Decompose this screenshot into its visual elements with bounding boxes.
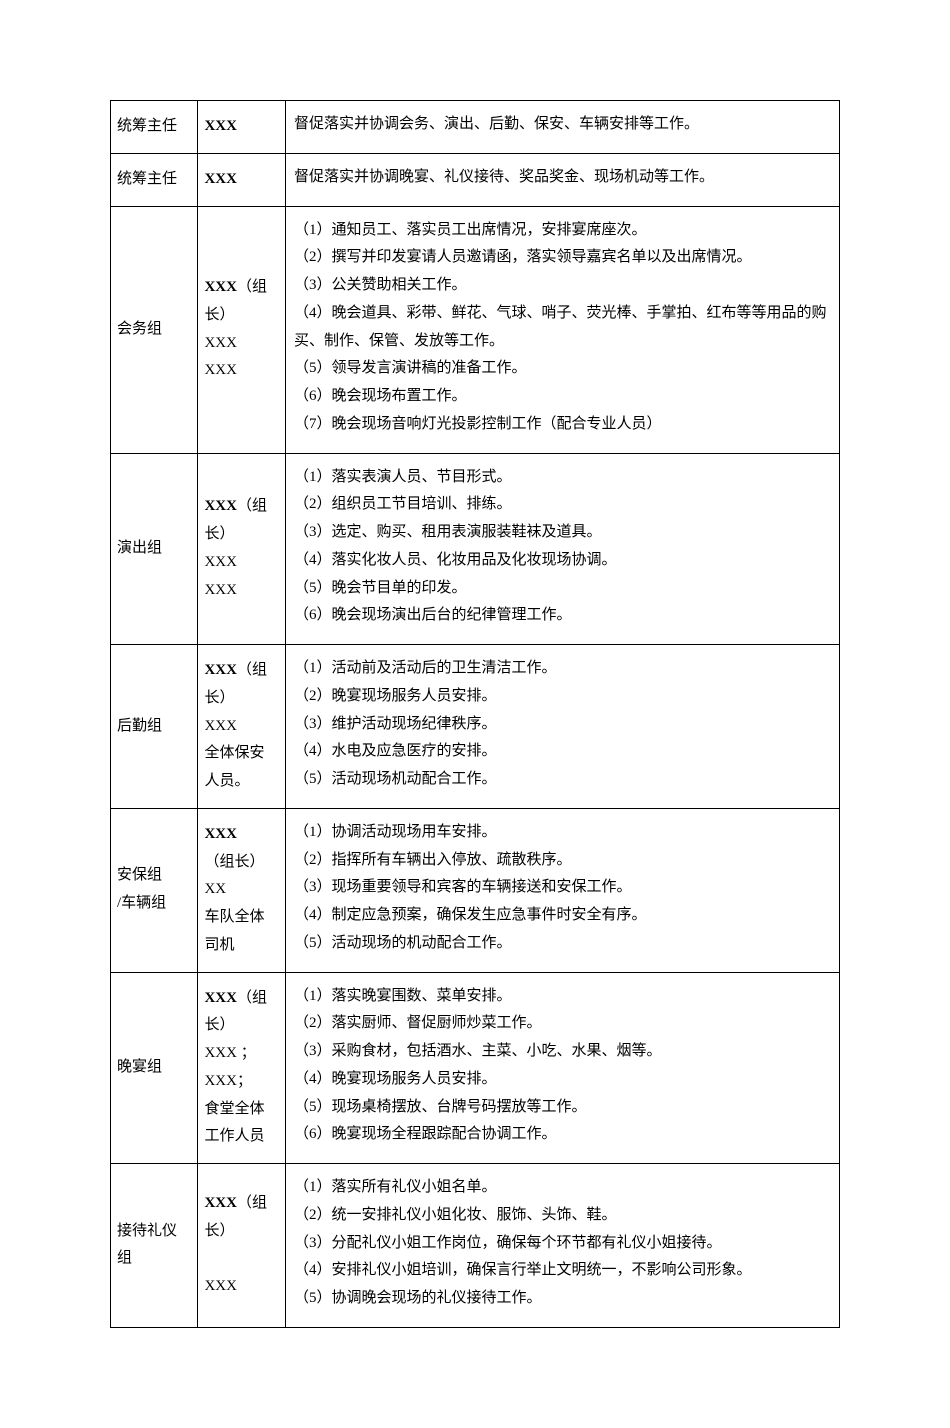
member-lead: XXX [204,662,237,678]
duties-cell: （1）协调活动现场用车安排。（2）指挥所有车辆出入停放、疏散秩序。（3）现场重要… [285,808,839,972]
member-name: XXX； [204,1073,252,1089]
duty-item: （5）领导发言演讲稿的准备工作。 [294,355,831,383]
members-cell: XXX（组长）XXX全体保安人员。 [198,645,285,809]
duty-item: （4）晚会道具、彩带、鲜花、气球、哨子、荧光棒、手掌拍、红布等等用品的购买、制作… [294,300,831,356]
members-cell: XXX（组长）XXX [198,1164,285,1328]
members-cell: XXX（组长）XXXXXX [198,206,285,453]
table-row: 接待礼仪组XXX（组长）XXX（1）落实所有礼仪小姐名单。（2）统一安排礼仪小姐… [111,1164,840,1328]
duty-item: （2）统一安排礼仪小姐化妆、服饰、头饰、鞋。 [294,1202,831,1230]
duty-item: （3）维护活动现场纪律秩序。 [294,711,831,739]
members-cell: XXX（组长）XXX ；XXX；食堂全体工作人员 [198,972,285,1164]
table-row: 演出组XXX（组长）XXXXXX（1）落实表演人员、节目形式。（2）组织员工节目… [111,453,840,645]
member-lead: XXX [204,1195,237,1211]
duty-item: （1）通知员工、落实员工出席情况，安排宴席座次。 [294,217,831,245]
duty-item: （3）公关赞助相关工作。 [294,272,831,300]
table-row: 统筹主任 XXX 督促落实并协调晚宴、礼仪接待、奖品奖金、现场机动等工作。 [111,153,840,206]
table-row: 安保组/车辆组 XXX （组长） XX 车队全体司机 （1）协调活动现场用车安排。（2）指… [111,808,840,972]
group-label: 统筹主任 [117,171,177,187]
group-cell: 接待礼仪组 [111,1164,198,1328]
table-row: 统筹主任 XXX 督促落实并协调会务、演出、后勤、保安、车辆安排等工作。 [111,101,840,154]
member-role: （组长） [204,849,264,877]
duties-cell: 督促落实并协调晚宴、礼仪接待、奖品奖金、现场机动等工作。 [285,153,839,206]
duty-item: （5）现场桌椅摆放、台牌号码摆放等工作。 [294,1094,831,1122]
duty-item: （4）落实化妆人员、化妆用品及化妆现场协调。 [294,547,831,575]
duty-item: （1）活动前及活动后的卫生清洁工作。 [294,655,831,683]
duty-item: （5）协调晚会现场的礼仪接待工作。 [294,1285,831,1313]
table-row: 后勤组XXX（组长）XXX全体保安人员。（1）活动前及活动后的卫生清洁工作。（2… [111,645,840,809]
members-cell: XXX （组长） XX 车队全体司机 [198,808,285,972]
duties-cell: （1）通知员工、落实员工出席情况，安排宴席座次。（2）撰写并印发宴请人员邀请函，… [285,206,839,453]
org-duties-table: 统筹主任XXX督促落实并协调会务、演出、后勤、保安、车辆安排等工作。统筹主任XX… [110,100,840,1328]
table-row: 晚宴组XXX（组长）XXX ；XXX；食堂全体工作人员（1）落实晚宴围数、菜单安… [111,972,840,1164]
members-cell: XXX [198,101,285,154]
duty-item: （1）协调活动现场用车安排。 [294,819,831,847]
table-row: 会务组XXX（组长）XXXXXX（1）通知员工、落实员工出席情况，安排宴席座次。… [111,206,840,453]
group-label: /车辆组 [117,895,166,911]
member-name: XXX [204,582,237,598]
member-name: 食堂全体工作人员 [204,1101,264,1145]
group-label: 演出组 [117,540,162,556]
group-cell: 后勤组 [111,645,198,809]
duty-item: （2）组织员工节目培训、排练。 [294,491,831,519]
group-cell: 演出组 [111,453,198,645]
group-cell: 安保组/车辆组 [111,808,198,972]
member-lead: XXX [204,171,237,187]
member-name: XXX ； [204,1045,255,1061]
group-label: 统筹主任 [117,118,177,134]
group-label: 晚宴组 [117,1059,162,1075]
duties-cell: （1）活动前及活动后的卫生清洁工作。（2）晚宴现场服务人员安排。（3）维护活动现… [285,645,839,809]
duty-item: （2）晚宴现场服务人员安排。 [294,683,831,711]
duty-item: （3）现场重要领导和宾客的车辆接送和安保工作。 [294,874,831,902]
member-name: XXX [204,362,237,378]
group-label: 后勤组 [117,718,162,734]
duty-item: （3）分配礼仪小姐工作岗位，确保每个环节都有礼仪小姐接待。 [294,1230,831,1258]
duty-item: （6）晚会现场布置工作。 [294,383,831,411]
member-name: XXX [204,718,237,734]
duty-item: （6）晚宴现场全程跟踪配合协调工作。 [294,1121,831,1149]
member-lead: XXX [204,118,237,134]
duty-item: （5）活动现场机动配合工作。 [294,766,831,794]
members-cell: XXX（组长）XXXXXX [198,453,285,645]
members-cell: XXX [198,153,285,206]
duties-cell: 督促落实并协调会务、演出、后勤、保安、车辆安排等工作。 [285,101,839,154]
duty-item: （2）撰写并印发宴请人员邀请函，落实领导嘉宾名单以及出席情况。 [294,244,831,272]
duty-item: 督促落实并协调会务、演出、后勤、保安、车辆安排等工作。 [294,111,831,139]
duty-item: （4）水电及应急医疗的安排。 [294,738,831,766]
group-cell: 晚宴组 [111,972,198,1164]
duty-item: 督促落实并协调晚宴、礼仪接待、奖品奖金、现场机动等工作。 [294,164,831,192]
duty-item: （2）指挥所有车辆出入停放、疏散秩序。 [294,847,831,875]
duty-item: （1）落实所有礼仪小姐名单。 [294,1174,831,1202]
group-label: 会务组 [117,321,162,337]
duties-cell: （1）落实表演人员、节目形式。（2）组织员工节目培训、排练。（3）选定、购买、租… [285,453,839,645]
duties-cell: （1）落实所有礼仪小姐名单。（2）统一安排礼仪小姐化妆、服饰、头饰、鞋。（3）分… [285,1164,839,1328]
duty-item: （4）安排礼仪小姐培训，确保言行举止文明统一，不影响公司形象。 [294,1257,831,1285]
group-cell: 会务组 [111,206,198,453]
duty-item: （3）选定、购买、租用表演服装鞋袜及道具。 [294,519,831,547]
member-name: XXX [204,1278,237,1294]
duty-item: （6）晚会现场演出后台的纪律管理工作。 [294,602,831,630]
duty-item: （7）晚会现场音响灯光投影控制工作（配合专业人员） [294,411,831,439]
group-cell: 统筹主任 [111,101,198,154]
member-name: 车队全体司机 [204,909,264,953]
duty-item: （1）落实表演人员、节目形式。 [294,464,831,492]
duty-item: （2）落实厨师、督促厨师炒菜工作。 [294,1010,831,1038]
duty-item: （4）晚宴现场服务人员安排。 [294,1066,831,1094]
member-lead: XXX [204,279,237,295]
duty-item: （1）落实晚宴围数、菜单安排。 [294,983,831,1011]
member-name: XXX [204,335,237,351]
member-name: XX [204,881,226,897]
member-name: XXX [204,554,237,570]
member-name: 全体保安人员。 [204,745,264,789]
member-lead: XXX [204,990,237,1006]
duty-item: （3）采购食材，包括酒水、主菜、小吃、水果、烟等。 [294,1038,831,1066]
duties-cell: （1）落实晚宴围数、菜单安排。（2）落实厨师、督促厨师炒菜工作。（3）采购食材，… [285,972,839,1164]
member-lead: XXX [204,498,237,514]
group-cell: 统筹主任 [111,153,198,206]
group-label: 安保组 [117,867,162,883]
duty-item: （4）制定应急预案，确保发生应急事件时安全有序。 [294,902,831,930]
group-label: 接待礼仪组 [117,1223,177,1267]
duty-item: （5）活动现场的机动配合工作。 [294,930,831,958]
duty-item: （5）晚会节目单的印发。 [294,575,831,603]
member-lead: XXX [204,826,237,842]
